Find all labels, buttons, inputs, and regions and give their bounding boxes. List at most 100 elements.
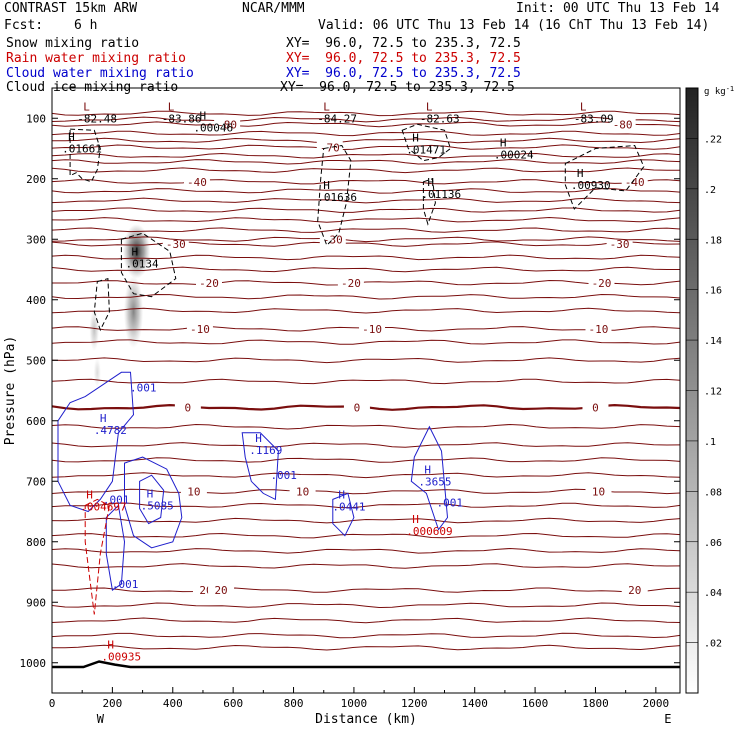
isotherm-label: -40 — [625, 176, 645, 189]
y-tick-label: 100 — [26, 112, 46, 125]
isotherm-label-bg — [588, 276, 615, 288]
rain-extremum-value: .000609 — [406, 525, 452, 538]
colorbar-tick-label: .22 — [704, 134, 722, 145]
colorbar-tick-label: .14 — [704, 336, 722, 347]
cloud-water-extremum-value: .001 — [437, 496, 464, 509]
colorbar-tick-label: .16 — [704, 286, 722, 297]
cloud-water-extremum-value: .001 — [103, 493, 130, 506]
cloud-water-extremum-value: .4782 — [94, 424, 127, 437]
rain-extremum-symbol: H — [86, 489, 93, 502]
cloud-ice-extremum-value: .00930 — [571, 179, 611, 192]
y-tick-label: 1000 — [20, 657, 47, 670]
isotherm-line — [51, 488, 681, 495]
cloud-ice-extremum-value: .01661 — [62, 143, 102, 156]
isotherm-label: -20 — [592, 277, 612, 290]
cloud-ice-extremum-value: -82.63 — [420, 112, 460, 125]
x-tick-label: 1000 — [341, 697, 368, 710]
cloud-water-extremum-value: .001 — [112, 578, 139, 591]
isotherm-line — [51, 357, 681, 364]
isotherm-label: 0 — [592, 401, 599, 414]
isotherm-label: -30 — [610, 238, 630, 251]
colorbar-tick-label: .06 — [704, 538, 722, 549]
isotherm-label-bg — [359, 322, 386, 334]
snow-blob — [123, 275, 144, 349]
isotherm-line — [51, 188, 681, 194]
rain-extremum-value: .00935 — [101, 651, 141, 664]
snow-blob — [93, 357, 101, 388]
isotherm-line — [51, 216, 681, 223]
x-tick-label: 400 — [163, 697, 183, 710]
isotherm-label: 10 — [187, 486, 200, 499]
isotherm-label: 0 — [354, 401, 361, 414]
cloud-ice-extremum-value: .00024 — [494, 149, 534, 162]
y-tick-label: 800 — [26, 536, 46, 549]
x-end-label-west: W — [97, 712, 105, 726]
isotherm-line — [52, 587, 681, 593]
cloud-ice-extremum-symbol: L — [580, 100, 587, 113]
isotherm-line — [51, 241, 681, 247]
isotherm-line — [51, 293, 681, 300]
snow-blob — [89, 308, 100, 352]
isotherm-line — [51, 266, 680, 273]
isotherm-label-bg — [343, 401, 370, 413]
cloud-water-contour — [105, 504, 126, 591]
org-label: NCAR/MMM — [242, 1, 305, 16]
y-tick-label: 400 — [26, 294, 46, 307]
colorbar-unit: g kg-1 — [704, 85, 734, 97]
isotherm-line — [51, 644, 681, 651]
y-tick-label: 900 — [26, 596, 46, 609]
cloud-ice-extremum-value: -82.48 — [77, 112, 117, 125]
cloud-ice-extremum-symbol: H — [427, 176, 434, 189]
isotherm-line — [51, 116, 681, 123]
isotherm-label: 10 — [592, 486, 605, 499]
isotherm-label: -10 — [362, 323, 382, 336]
isotherm-label: -80 — [217, 118, 237, 131]
isotherm-label-bg — [582, 401, 609, 413]
legend-cloud-xy: XY= 96.0, 72.5 to 235.3, 72.5 — [286, 66, 521, 81]
isotherm-line — [51, 502, 681, 509]
isotherm-line — [51, 179, 681, 185]
isotherm-line — [51, 137, 681, 144]
cloud-water-extremum-symbol: H — [424, 463, 431, 476]
isotherm-line — [51, 563, 681, 569]
cloud-ice-contour — [93, 277, 110, 332]
x-tick-label: 1400 — [461, 697, 488, 710]
axes: 0 200 400 600 800 1000 1200 1400 1600 1800 2000100… — [3, 112, 680, 727]
cloud-water-extremum-value: .001 — [270, 469, 297, 482]
cloud-water-extremum-value: .0441 — [332, 501, 365, 514]
isotherm-label-bg — [196, 276, 222, 288]
ground-line — [52, 660, 680, 669]
ground-terrain-line — [52, 660, 680, 669]
isotherm-line — [51, 197, 681, 204]
cloud-ice-extremum-symbol: L — [426, 100, 433, 113]
x-tick-label: 0 — [49, 697, 56, 710]
cloud-water-extremum-symbol: H — [338, 489, 345, 502]
cloud-ice-extremum-symbol: H — [412, 132, 419, 145]
isotherm-label: 10 — [296, 486, 309, 499]
cloud-ice-extremum-symbol: L — [323, 100, 330, 113]
isotherm-label: -40 — [187, 176, 207, 189]
isotherm-line — [51, 378, 681, 385]
cloud-ice-contour — [422, 178, 436, 226]
isotherm-line — [51, 158, 681, 165]
cloud-ice-extremum-symbol: H — [577, 167, 584, 180]
x-tick-label: 1200 — [401, 697, 428, 710]
isotherm-label-bg — [319, 233, 346, 245]
colorbar-tick-label: .1 — [704, 437, 716, 448]
rain-extremum-symbol: H — [412, 513, 419, 526]
isotherm-label-bg — [174, 401, 201, 413]
isotherm-line — [51, 617, 681, 624]
isotherm-label-bg — [186, 322, 213, 334]
cloud-water-extremum-symbol: H — [100, 412, 107, 425]
cloud-ice-extremum-symbol: L — [168, 100, 175, 113]
cloud-ice-extremum-value: .0134 — [126, 257, 159, 270]
colorbar-unit-exponent: -1 — [726, 85, 734, 93]
isotherm-label: 0 — [185, 401, 192, 414]
y-tick-label: 700 — [26, 475, 46, 488]
isotherm-label-bg — [162, 238, 189, 250]
legend-ice-xy: XY= 96.0, 72.5 to 235.3, 72.5 — [280, 80, 515, 95]
isotherm-line — [51, 144, 681, 151]
temperature-contours: -80 -80 -70 -40 -40 -30 -30 -30 -20 -20 -20 -10 -10 -… — [51, 110, 681, 651]
cloud-ice-contour — [317, 144, 352, 247]
y-tick-label: 500 — [26, 354, 46, 367]
